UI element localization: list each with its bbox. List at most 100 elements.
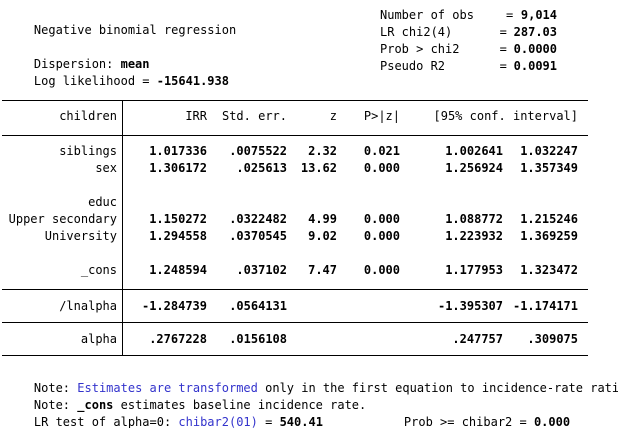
cell-std-err: .0156108 xyxy=(229,332,287,346)
equals-sign: = xyxy=(499,59,515,73)
cell-label: educ xyxy=(88,195,117,209)
cell-irr: 1.017336 xyxy=(149,144,207,158)
cell-ci-low: 1.256924 xyxy=(445,161,503,175)
cell-irr: 1.150272 xyxy=(149,212,207,226)
cell-ci-low: 1.223932 xyxy=(445,229,503,243)
equals-sign: = xyxy=(499,25,515,39)
table-column-divider xyxy=(122,100,123,356)
table-row-university: University 1.294558 .0370545 9.02 0.000 … xyxy=(2,229,578,244)
cell-ci-high: 1.032247 xyxy=(520,144,578,158)
cell-std-err: .025613 xyxy=(236,161,287,175)
table-midrule-2 xyxy=(2,322,588,323)
cell-label: alpha xyxy=(80,332,117,346)
note-prefix: Note: xyxy=(33,398,78,412)
cell-ci-high: 1.369259 xyxy=(520,229,578,243)
cell-ci-low: 1.088772 xyxy=(445,212,503,226)
cell-irr: 1.306172 xyxy=(149,161,207,175)
cell-label: siblings xyxy=(59,144,117,158)
cell-z xyxy=(287,299,337,314)
cell-ci-high: -1.174171 xyxy=(512,299,578,313)
table-midrule-1 xyxy=(2,289,588,290)
equals-sign: = xyxy=(499,42,515,56)
loglik-label: Log likelihood = xyxy=(33,74,157,88)
stat-lr-chi2: LR chi2(4) = 287.03 xyxy=(380,25,557,40)
table-top-rule xyxy=(2,100,588,101)
note-text: estimates baseline incidence rate. xyxy=(113,398,367,412)
cell-p xyxy=(337,195,400,210)
loglik-value: -15641.938 xyxy=(156,74,229,88)
table-row-siblings: siblings 1.017336 .0075522 2.32 0.021 1.… xyxy=(2,144,578,159)
stat-label: LR chi2(4) xyxy=(380,25,453,39)
stat-number-of-obs: Number of obs = 9,014 xyxy=(380,8,557,23)
table-header-row: children IRR Std. err. z P>|z| [95% conf… xyxy=(2,109,578,124)
dispersion-value: mean xyxy=(120,57,150,71)
table-row-lnalpha: /lnalpha -1.284739 .0564131 -1.395307 -1… xyxy=(2,299,578,314)
cell-irr: 1.248594 xyxy=(149,263,207,277)
cell-ci-high xyxy=(503,195,578,210)
cell-ci-low xyxy=(400,195,503,210)
lr-test-label: LR test of alpha=0: xyxy=(33,415,179,428)
model-title: Negative binomial regression xyxy=(5,8,236,53)
cell-std-err: .0322482 xyxy=(229,212,287,226)
cell-ci-low: -1.395307 xyxy=(437,299,503,313)
table-row-upper-secondary: Upper secondary 1.150272 .0322482 4.99 0… xyxy=(2,212,578,227)
cell-ci-high: 1.323472 xyxy=(520,263,578,277)
stat-label: Number of obs xyxy=(380,8,474,22)
dispersion-line: Dispersion: mean xyxy=(5,42,150,87)
cell-irr: .2767228 xyxy=(149,332,207,346)
cell-ci-low: 1.177953 xyxy=(445,263,503,277)
cell-z xyxy=(287,332,337,347)
prob-chibar2-value: 0.000 xyxy=(533,415,571,428)
stat-label: Prob > chi2 xyxy=(380,42,460,56)
cell-label: _cons xyxy=(80,263,117,277)
cell-irr xyxy=(117,195,207,210)
cell-p: 0.021 xyxy=(363,144,400,158)
cell-z: 13.62 xyxy=(300,161,337,175)
stat-label: Pseudo R2 xyxy=(380,59,446,73)
cell-p: 0.000 xyxy=(363,263,400,277)
table-header-rule xyxy=(2,135,588,136)
stat-pseudo-r2: Pseudo R2 = 0.0091 xyxy=(380,59,557,74)
cell-ci-high: 1.215246 xyxy=(520,212,578,226)
cell-std-err: .0370545 xyxy=(229,229,287,243)
lr-test-line: LR test of alpha=0: chibar2(01) = 540.41 xyxy=(5,400,323,428)
table-bottom-rule xyxy=(2,355,588,356)
stat-value: 0.0000 xyxy=(513,42,557,56)
cell-ci-low: 1.002641 xyxy=(445,144,503,158)
note-prefix: Note: xyxy=(33,381,78,395)
col-header-std-err: Std. err. xyxy=(221,109,287,123)
cell-p xyxy=(337,332,400,347)
col-header-irr: IRR xyxy=(185,109,207,123)
table-row-alpha: alpha .2767228 .0156108 .247757 .309075 xyxy=(2,332,578,347)
cell-std-err: .0564131 xyxy=(229,299,287,313)
cell-z: 9.02 xyxy=(308,229,337,243)
cell-z: 4.99 xyxy=(308,212,337,226)
cell-irr: -1.284739 xyxy=(141,299,207,313)
col-header-p: P>|z| xyxy=(363,109,400,123)
chibar2-link[interactable]: chibar2(01) xyxy=(178,415,258,428)
cell-irr: 1.294558 xyxy=(149,229,207,243)
note-transformed: Note: Estimates are transformed only in … xyxy=(5,366,618,411)
cell-label: Upper secondary xyxy=(8,212,117,226)
stat-value: 287.03 xyxy=(513,25,557,39)
equals-sign: = xyxy=(506,8,521,22)
stat-prob-chi2: Prob > chi2 = 0.0000 xyxy=(380,42,557,57)
cell-std-err xyxy=(207,195,287,210)
cell-p: 0.000 xyxy=(363,229,400,243)
note-cons: Note: _cons estimates baseline incidence… xyxy=(5,383,366,428)
cell-z xyxy=(287,195,337,210)
dispersion-label: Dispersion: xyxy=(33,57,121,71)
prob-chibar2-line: Prob >= chibar2 = 0.000 xyxy=(375,400,570,428)
stat-value: 0.0091 xyxy=(513,59,557,73)
cell-p xyxy=(337,299,400,314)
cell-p: 0.000 xyxy=(363,161,400,175)
prob-chibar2-label: Prob >= chibar2 = xyxy=(403,415,534,428)
cell-std-err: .0075522 xyxy=(229,144,287,158)
estimates-transformed-link[interactable]: Estimates are transformed xyxy=(77,381,258,395)
note-text: only in the first equation to incidence-… xyxy=(257,381,618,395)
cell-label: University xyxy=(44,229,117,243)
depvar-header: children xyxy=(59,109,117,123)
stat-value: 9,014 xyxy=(520,8,557,22)
col-header-conf-interval: [95% conf. interval] xyxy=(433,109,579,123)
